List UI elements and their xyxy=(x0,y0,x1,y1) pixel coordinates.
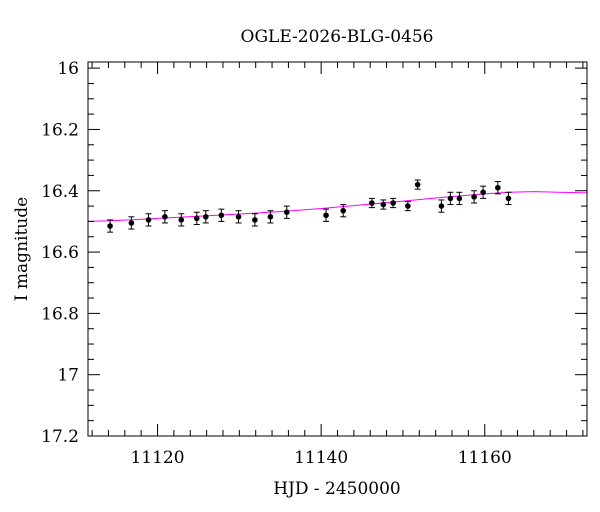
data-point xyxy=(471,190,478,204)
data-point xyxy=(235,210,242,224)
point-marker xyxy=(380,201,387,208)
y-tick-label: 16.4 xyxy=(41,182,79,202)
point-marker xyxy=(505,195,512,202)
y-tick-label: 16 xyxy=(57,59,79,79)
plot-area xyxy=(87,179,588,233)
data-point xyxy=(390,197,397,209)
data-point xyxy=(202,210,209,224)
data-point xyxy=(218,208,225,222)
data-point xyxy=(414,179,421,190)
point-marker xyxy=(414,181,421,188)
y-tick-label: 17 xyxy=(57,366,79,386)
y-tick-label: 16.2 xyxy=(41,120,79,140)
chart-title: OGLE-2026-BLG-0456 xyxy=(241,27,434,47)
point-marker xyxy=(495,184,501,191)
y-axis-label: I magnitude xyxy=(12,197,32,301)
point-marker xyxy=(323,212,329,219)
tick-labels: 11120 11140 11160 16 16.2 16.4 16.6 16.8 17 17.2 xyxy=(41,59,512,468)
point-marker xyxy=(283,209,290,216)
data-point xyxy=(438,199,445,213)
point-marker xyxy=(369,200,375,206)
y-tick-label: 16.6 xyxy=(41,243,79,263)
point-marker xyxy=(340,207,347,214)
data-point xyxy=(380,199,387,210)
data-point xyxy=(447,191,454,206)
data-point xyxy=(128,216,135,230)
point-marker xyxy=(480,189,486,196)
point-marker xyxy=(202,214,209,220)
data-point xyxy=(456,191,463,206)
y-tick-label: 17.2 xyxy=(41,427,79,447)
data-point xyxy=(480,185,487,199)
data-point xyxy=(193,211,200,225)
data-point xyxy=(340,204,347,218)
point-marker xyxy=(145,217,152,223)
data-point xyxy=(251,213,258,227)
data-point xyxy=(178,213,185,227)
point-marker xyxy=(107,223,113,229)
x-tick-label: 11140 xyxy=(294,448,348,468)
y-tick-label: 16.8 xyxy=(41,304,79,324)
x-axis-label: HJD - 2450000 xyxy=(273,479,401,499)
data-point xyxy=(161,210,168,224)
point-marker xyxy=(456,195,463,202)
point-marker xyxy=(252,217,258,223)
data-point xyxy=(404,200,411,212)
point-marker xyxy=(438,203,445,209)
data-point xyxy=(323,208,330,222)
x-tick-label: 11160 xyxy=(458,448,512,468)
data-point xyxy=(283,205,290,219)
data-point xyxy=(145,213,152,227)
point-marker xyxy=(471,194,477,200)
data-point xyxy=(267,210,274,224)
point-marker xyxy=(390,200,396,206)
model-curve xyxy=(87,191,588,222)
data-point xyxy=(494,181,501,195)
point-marker xyxy=(235,214,242,220)
plot-frame xyxy=(87,61,588,437)
data-point xyxy=(368,197,375,209)
point-marker xyxy=(178,217,185,223)
point-marker xyxy=(128,220,135,226)
point-marker xyxy=(162,214,168,220)
data-point xyxy=(107,219,114,233)
data-point xyxy=(505,191,512,206)
point-marker xyxy=(405,203,411,209)
x-tick-label: 11120 xyxy=(130,448,184,468)
axis-ticks xyxy=(88,62,587,437)
point-marker xyxy=(218,212,225,219)
point-marker xyxy=(193,215,200,222)
point-marker xyxy=(267,214,274,220)
point-marker xyxy=(447,195,454,202)
